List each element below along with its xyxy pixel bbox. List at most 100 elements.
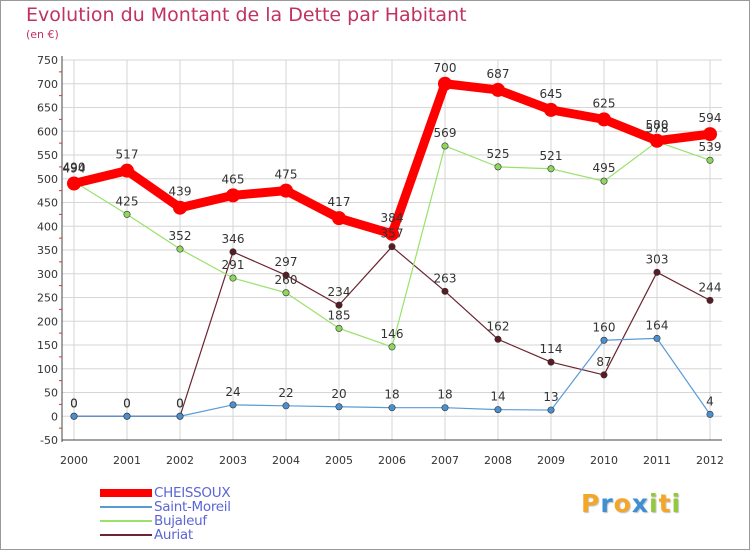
data-point-auriat <box>441 287 449 295</box>
data-label-auriat: 263 <box>434 271 457 285</box>
data-label-bujaleuf: 539 <box>699 140 722 154</box>
data-label-cheissoux: 700 <box>434 61 457 75</box>
data-label-saint-moreil: 18 <box>384 388 399 402</box>
data-label-bujaleuf: 352 <box>169 229 192 243</box>
logo-letter: x <box>631 489 649 518</box>
data-label-bujaleuf: 495 <box>593 161 616 175</box>
data-point-cheissoux <box>67 176 81 191</box>
x-tick-label: 2009 <box>537 454 565 467</box>
data-point-auriat <box>494 335 502 343</box>
data-point-auriat <box>547 358 555 366</box>
data-point-cheissoux <box>173 200 187 215</box>
data-point-bujaleuf <box>706 156 714 164</box>
data-point-cheissoux <box>650 133 664 148</box>
data-label-bujaleuf: 525 <box>487 147 510 161</box>
y-tick-label: 100 <box>37 363 58 376</box>
data-label-saint-moreil: 13 <box>543 390 558 404</box>
y-tick-label: -50 <box>40 434 58 447</box>
data-point-cheissoux <box>491 82 505 97</box>
data-label-auriat: 0 <box>70 396 78 410</box>
legend-label-cheissoux: CHEISSOUX <box>154 485 231 501</box>
data-label-auriat: 244 <box>699 280 722 294</box>
data-label-bujaleuf: 578 <box>646 122 669 136</box>
x-tick-label: 2000 <box>60 454 88 467</box>
legend-item-cheissoux: CHEISSOUX <box>100 486 231 500</box>
data-point-cheissoux <box>332 211 346 226</box>
x-tick-label: 2012 <box>696 454 724 467</box>
legend-label-bujaleuf: Bujaleuf <box>154 513 207 529</box>
logo-letter: r <box>600 489 614 518</box>
data-point-saint-moreil <box>494 406 502 414</box>
data-label-auriat: 114 <box>540 342 563 356</box>
data-point-saint-moreil <box>547 406 555 414</box>
data-point-auriat <box>229 248 237 256</box>
x-tick-label: 2002 <box>166 454 194 467</box>
data-point-bujaleuf <box>176 245 184 253</box>
x-tick-label: 2003 <box>219 454 247 467</box>
legend-item-saint-moreil: Saint-Moreil <box>100 500 231 514</box>
data-label-auriat: 297 <box>275 255 298 269</box>
legend-swatch-cheissoux <box>100 489 152 497</box>
data-label-auriat: 0 <box>123 396 131 410</box>
data-point-saint-moreil <box>70 412 78 420</box>
data-label-cheissoux: 687 <box>487 67 510 81</box>
y-tick-label: 300 <box>37 268 58 281</box>
data-label-bujaleuf: 425 <box>116 194 139 208</box>
logo-letter: i <box>671 489 682 518</box>
chart-unit: (en €) <box>26 28 59 41</box>
data-point-saint-moreil <box>441 404 449 412</box>
y-tick-label: 500 <box>37 173 58 186</box>
y-tick-label: 150 <box>37 339 58 352</box>
data-point-bujaleuf <box>335 324 343 332</box>
data-point-saint-moreil <box>335 403 343 411</box>
y-tick-label: 600 <box>37 125 58 138</box>
logo-letter: t <box>658 489 672 518</box>
x-tick-label: 2007 <box>431 454 459 467</box>
data-label-bujaleuf: 569 <box>434 126 457 140</box>
data-point-bujaleuf <box>282 289 290 297</box>
x-tick-label: 2008 <box>484 454 512 467</box>
x-tick-label: 2010 <box>590 454 618 467</box>
data-label-auriat: 0 <box>176 396 184 410</box>
x-tick-label: 2005 <box>325 454 353 467</box>
data-point-saint-moreil <box>176 412 184 420</box>
legend-item-auriat: Auriat <box>100 528 231 542</box>
data-label-saint-moreil: 160 <box>593 320 616 334</box>
data-label-cheissoux: 490 <box>63 161 86 175</box>
data-point-bujaleuf <box>600 177 608 185</box>
logo-letter: P <box>581 489 601 518</box>
data-label-auriat: 162 <box>487 319 510 333</box>
data-label-saint-moreil: 0 <box>176 396 184 410</box>
y-tick-label: 750 <box>37 54 58 67</box>
data-label-saint-moreil: 4 <box>706 394 714 408</box>
data-point-auriat <box>706 296 714 304</box>
data-label-saint-moreil: 24 <box>225 385 240 399</box>
x-tick-label: 2001 <box>113 454 141 467</box>
legend-swatch-bujaleuf <box>100 520 152 522</box>
data-point-auriat <box>600 371 608 379</box>
data-label-bujaleuf: 185 <box>328 308 351 322</box>
data-point-bujaleuf <box>123 210 131 218</box>
legend-label-auriat: Auriat <box>154 527 193 543</box>
logo-letter: o <box>613 489 632 518</box>
y-tick-label: 700 <box>37 78 58 91</box>
data-label-cheissoux: 625 <box>593 96 616 110</box>
legend-label-saint-moreil: Saint-Moreil <box>154 499 231 515</box>
data-point-saint-moreil <box>123 412 131 420</box>
data-point-saint-moreil <box>388 404 396 412</box>
legend: CHEISSOUX Saint-Moreil Bujaleuf Auriat <box>100 486 231 542</box>
data-point-cheissoux <box>120 163 134 178</box>
data-label-cheissoux: 384 <box>381 211 404 225</box>
data-point-bujaleuf <box>547 165 555 173</box>
y-tick-label: 350 <box>37 244 58 257</box>
data-label-bujaleuf: 494 <box>63 162 86 176</box>
data-label-cheissoux: 517 <box>116 148 139 162</box>
data-point-saint-moreil <box>282 402 290 410</box>
data-label-saint-moreil: 0 <box>123 396 131 410</box>
data-point-saint-moreil <box>229 401 237 409</box>
data-label-auriat: 303 <box>646 252 669 266</box>
data-label-auriat: 346 <box>222 232 245 246</box>
y-tick-label: 400 <box>37 220 58 233</box>
data-point-bujaleuf <box>494 163 502 171</box>
data-label-bujaleuf: 521 <box>540 149 563 163</box>
